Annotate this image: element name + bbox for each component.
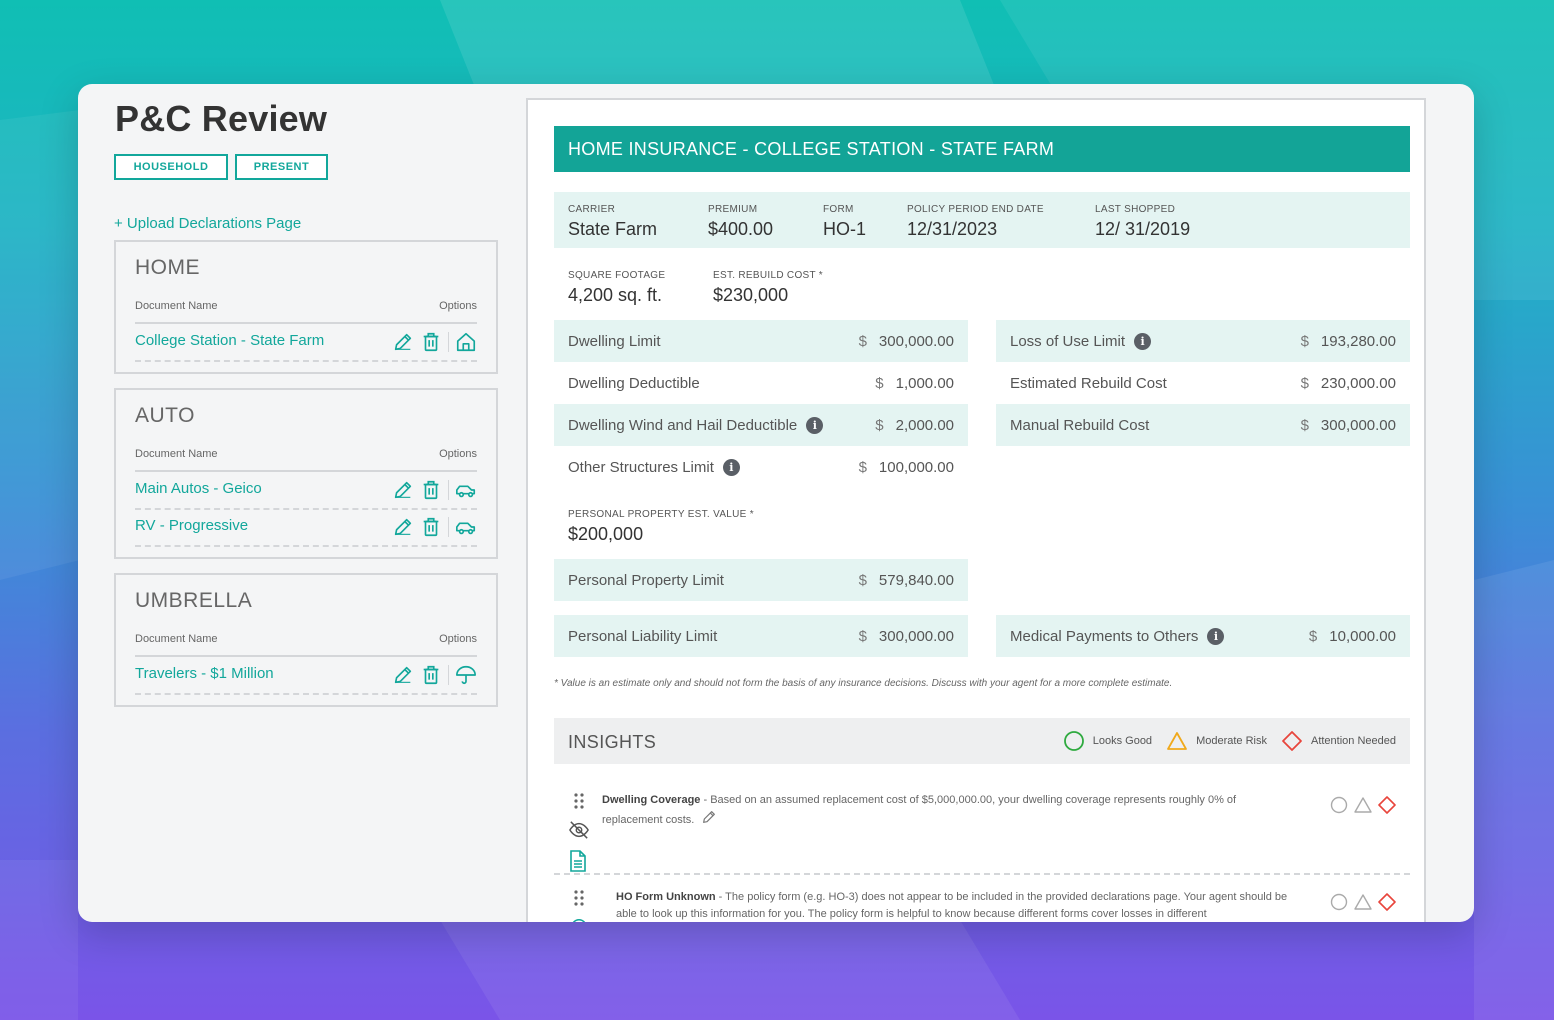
manual-rebuild-row: Manual Rebuild Cost $300,000.00 (996, 404, 1410, 446)
home-icon[interactable] (455, 331, 477, 353)
divider (135, 655, 477, 657)
auto-section: AUTO Document Name Options Main Autos - … (114, 388, 498, 559)
dwelling-deductible-row: Dwelling Deductible $1,000.00 (568, 374, 954, 392)
edit-icon[interactable] (392, 331, 414, 353)
edit-icon[interactable] (392, 516, 414, 538)
insights-legend: Looks Good Moderate Risk Attention Neede… (1049, 730, 1396, 752)
wind-hail-deductible-row: Dwelling Wind and Hail Deductible i $2,00… (554, 404, 968, 446)
square-footage-field: SQUARE FOOTAGE 4,200 sq. ft. (568, 270, 666, 305)
edit-icon[interactable] (392, 479, 414, 501)
divider (448, 517, 449, 537)
policy-detail-panel: HOME INSURANCE - COLLEGE STATION - STATE… (526, 98, 1426, 922)
column-header-document-name: Document Name (135, 448, 218, 460)
trash-icon[interactable] (420, 664, 442, 686)
loss-of-use-row: Loss of Use Limit i $193,280.00 (996, 320, 1410, 362)
upload-declarations-link[interactable]: + Upload Declarations Page (114, 215, 302, 232)
section-title: AUTO (135, 404, 195, 427)
edit-icon[interactable] (392, 664, 414, 686)
triangle-icon (1167, 732, 1187, 750)
edit-icon[interactable] (701, 809, 717, 831)
estimated-rebuild-row: Estimated Rebuild Cost $230,000.00 (1010, 374, 1396, 392)
info-icon[interactable]: i (1207, 627, 1225, 645)
insight-text: Dwelling Coverage - Based on an assumed … (602, 792, 1292, 831)
car-icon[interactable] (455, 516, 477, 538)
personal-liability-row: Personal Liability Limit $300,000.00 (554, 615, 968, 657)
looks-good-option[interactable] (1330, 893, 1348, 911)
last-shopped-field: LAST SHOPPED 12/ 31/2019 (1095, 204, 1191, 239)
insights-header: INSIGHTS Looks Good Moderate Risk Attent… (554, 718, 1410, 764)
insight-text: HO Form Unknown - The policy form (e.g. … (616, 891, 1288, 920)
policy-end-date-field: POLICY PERIOD END DATE 12/31/2023 (907, 204, 1044, 239)
divider (135, 322, 477, 324)
column-header-options: Options (439, 633, 477, 645)
column-header-options: Options (439, 300, 477, 312)
section-title: UMBRELLA (135, 589, 253, 612)
car-icon[interactable] (455, 479, 477, 501)
attention-needed-option[interactable] (1378, 893, 1396, 911)
document-link[interactable]: College Station - State Farm (135, 332, 325, 349)
document-row: Travelers - $1 Million (135, 657, 477, 695)
umbrella-icon[interactable] (455, 664, 477, 686)
info-icon[interactable]: i (1134, 332, 1152, 350)
section-title: HOME (135, 256, 200, 279)
hide-icon[interactable] (568, 820, 592, 845)
moderate-risk-option[interactable] (1354, 796, 1372, 814)
personal-property-value-field: PERSONAL PROPERTY EST. VALUE * $200,000 (568, 509, 754, 544)
insight-status-options (1324, 796, 1396, 814)
trash-icon[interactable] (420, 516, 442, 538)
document-link[interactable]: Main Autos - Geico (135, 480, 262, 497)
divider (135, 470, 477, 472)
looks-good-option[interactable] (1330, 796, 1348, 814)
policy-summary: CARRIER State Farm PREMIUM $400.00 FORM HO-… (554, 192, 1410, 248)
document-icon[interactable] (568, 850, 592, 877)
form-field: FORM HO-1 (823, 204, 867, 239)
personal-property-limit-row: Personal Property Limit $579,840.00 (554, 559, 968, 601)
legend-attention-needed: Attention Needed (1281, 730, 1396, 752)
document-row: College Station - State Farm (135, 324, 477, 362)
document-row: RV - Progressive (135, 509, 477, 547)
tab-household[interactable]: HOUSEHOLD (114, 154, 228, 180)
rebuild-cost-field: EST. REBUILD COST * $230,000 (713, 270, 823, 305)
other-structures-row: Other Structures Limit i $100,000.00 (568, 458, 954, 476)
umbrella-section: UMBRELLA Document Name Options Travelers… (114, 573, 498, 707)
documents-panel: P&C Review HOUSEHOLD PRESENT + Upload De… (78, 84, 518, 922)
drag-handle-icon[interactable] (572, 889, 592, 912)
premium-field: PREMIUM $400.00 (708, 204, 774, 239)
divider (448, 665, 449, 685)
insights-title: INSIGHTS (568, 732, 657, 752)
legend-looks-good: Looks Good (1063, 730, 1152, 752)
diamond-icon (1282, 731, 1302, 751)
hide-icon[interactable] (568, 917, 592, 922)
info-icon[interactable]: i (722, 458, 740, 476)
legend-moderate-risk: Moderate Risk (1166, 730, 1267, 752)
divider (448, 332, 449, 352)
divider (448, 480, 449, 500)
column-header-document-name: Document Name (135, 300, 218, 312)
page-title: P&C Review (115, 98, 328, 139)
circle-icon (1063, 731, 1084, 751)
document-link[interactable]: Travelers - $1 Million (135, 665, 274, 682)
document-row: Main Autos - Geico (135, 472, 477, 510)
main-card: P&C Review HOUSEHOLD PRESENT + Upload De… (78, 84, 1474, 922)
column-header-options: Options (439, 448, 477, 460)
attention-needed-option[interactable] (1378, 796, 1396, 814)
tab-present[interactable]: PRESENT (235, 154, 328, 180)
home-section: HOME Document Name Options College Stati… (114, 240, 498, 374)
divider (554, 873, 1410, 875)
estimate-footnote: * Value is an estimate only and should n… (554, 678, 1173, 689)
insight-item: Dwelling Coverage - Based on an assumed … (554, 792, 1410, 872)
trash-icon[interactable] (420, 331, 442, 353)
moderate-risk-option[interactable] (1354, 893, 1372, 911)
trash-icon[interactable] (420, 479, 442, 501)
policy-header: HOME INSURANCE - COLLEGE STATION - STATE… (554, 126, 1410, 172)
insight-status-options (1324, 893, 1396, 911)
info-icon[interactable]: i (806, 416, 824, 434)
medical-payments-row: Medical Payments to Others i $10,000.00 (996, 615, 1410, 657)
drag-handle-icon[interactable] (572, 792, 592, 815)
document-link[interactable]: RV - Progressive (135, 517, 249, 534)
insight-item: HO Form Unknown - The policy form (e.g. … (554, 889, 1410, 922)
carrier-field: CARRIER State Farm (568, 204, 658, 239)
dwelling-limit-row: Dwelling Limit $300,000.00 (554, 320, 968, 362)
column-header-document-name: Document Name (135, 633, 218, 645)
